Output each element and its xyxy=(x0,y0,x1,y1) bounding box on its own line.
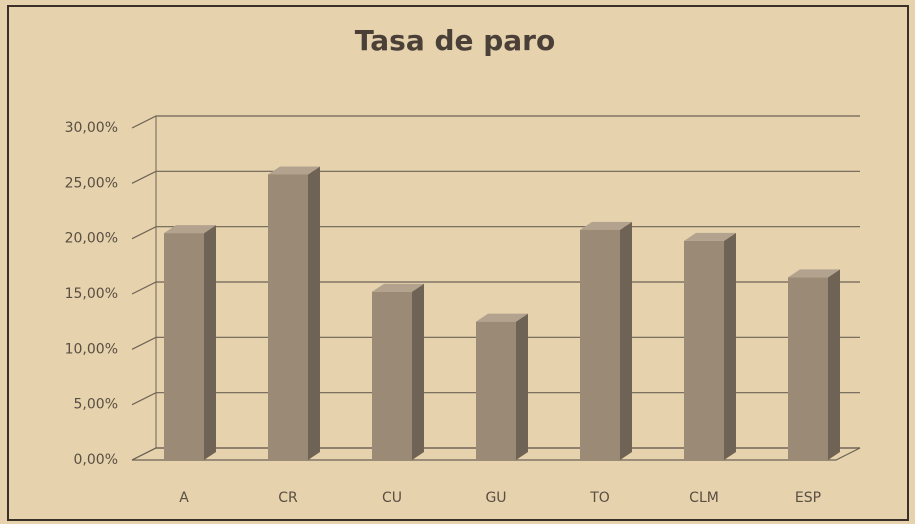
y-tick-label: 15,00% xyxy=(65,286,118,302)
bar-top xyxy=(268,166,320,175)
bar-side xyxy=(620,221,632,460)
bar-side xyxy=(724,232,736,460)
bar-top xyxy=(580,221,632,230)
y-tick-label: 10,00% xyxy=(65,341,118,357)
bar-top xyxy=(164,225,216,234)
chart-title: Tasa de paro xyxy=(355,24,555,57)
y-tick-label: 20,00% xyxy=(65,231,118,247)
x-tick-label: ESP xyxy=(795,490,821,506)
bar-top xyxy=(372,283,424,292)
bar-top xyxy=(788,269,840,278)
x-tick-label: CLM xyxy=(689,490,719,506)
bar-side xyxy=(516,313,528,460)
bar-top xyxy=(684,232,736,241)
bar xyxy=(684,240,724,460)
y-tick-label: 5,00% xyxy=(74,397,118,413)
bar xyxy=(164,233,204,460)
bar-side xyxy=(204,225,216,460)
bar xyxy=(268,174,308,461)
y-tick-label: 0,00% xyxy=(74,452,118,468)
bar xyxy=(372,291,412,460)
x-tick-label: CU xyxy=(382,490,402,506)
bar xyxy=(476,321,516,460)
bar-top xyxy=(476,313,528,322)
frame xyxy=(7,5,909,521)
x-tick-label: GU xyxy=(485,490,506,506)
x-tick-label: CR xyxy=(278,490,298,506)
y-tick-label: 30,00% xyxy=(65,120,118,136)
bar xyxy=(788,277,828,460)
bar-side xyxy=(308,166,320,461)
x-tick-label: A xyxy=(179,490,189,506)
x-tick-label: TO xyxy=(589,490,610,506)
bar-side xyxy=(412,283,424,460)
bar-side xyxy=(828,269,840,460)
y-tick-label: 25,00% xyxy=(65,175,118,191)
bar xyxy=(580,229,620,460)
